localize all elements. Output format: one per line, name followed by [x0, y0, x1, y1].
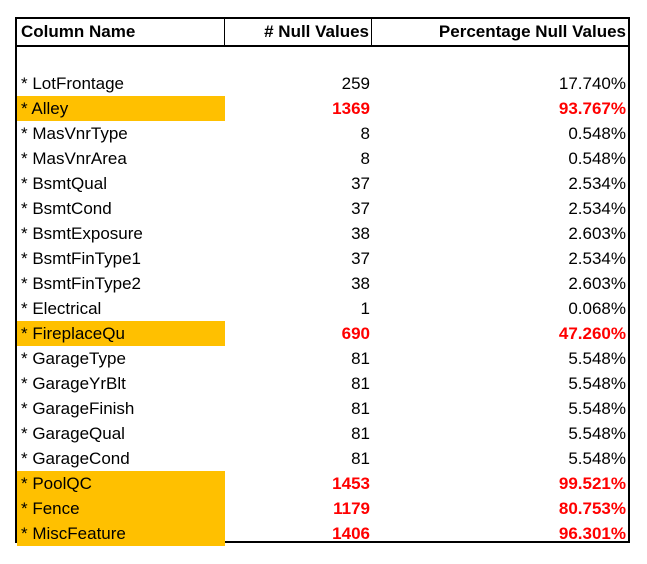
cell-column-name[interactable]: * BsmtQual — [21, 174, 107, 193]
cell-null-percentage[interactable]: 2.534% — [568, 174, 626, 193]
cell-null-percentage[interactable]: 0.548% — [568, 149, 626, 168]
cell-null-count[interactable]: 81 — [351, 349, 370, 368]
cell-null-percentage[interactable]: 5.548% — [568, 349, 626, 368]
cell-column-name[interactable]: * MiscFeature — [17, 521, 225, 546]
cell-column-name[interactable]: * Alley — [17, 96, 225, 121]
table-row: * Fence 1179 80.753% — [17, 496, 628, 521]
cell-column-name[interactable]: * BsmtFinType2 — [21, 274, 141, 293]
cell-null-count[interactable]: 259 — [341, 74, 370, 93]
table-row: * BsmtFinType1 37 2.534% — [17, 246, 628, 271]
cell-null-percentage[interactable]: 0.068% — [568, 299, 626, 318]
cell-null-count[interactable]: 1406 — [332, 524, 370, 543]
cell-null-count[interactable]: 690 — [341, 324, 370, 343]
cell-null-count[interactable]: 81 — [351, 374, 370, 393]
cell-null-percentage[interactable]: 5.548% — [568, 374, 626, 393]
table-row: * Alley 1369 93.767% — [17, 96, 628, 121]
cell-null-percentage[interactable]: 2.534% — [568, 249, 626, 268]
table-row: * PoolQC 1453 99.521% — [17, 471, 628, 496]
cell-null-count[interactable]: 37 — [351, 174, 370, 193]
cell-null-count[interactable]: 37 — [351, 249, 370, 268]
cell-column-name[interactable]: * MasVnrType — [21, 124, 128, 143]
cell-null-count[interactable]: 1453 — [332, 474, 370, 493]
table-row: * GarageFinish 81 5.548% — [17, 396, 628, 421]
cell-null-percentage[interactable]: 99.521% — [558, 474, 626, 493]
table-row: * MasVnrType 8 0.548% — [17, 121, 628, 146]
cell-column-name[interactable]: * GarageType — [21, 349, 126, 368]
cell-null-percentage[interactable]: 5.548% — [568, 424, 626, 443]
table-row: * BsmtQual 37 2.534% — [17, 171, 628, 196]
cell-null-percentage[interactable]: 93.767% — [558, 99, 626, 118]
table-row: * MiscFeature 1406 96.301% — [17, 521, 628, 546]
cell-null-count[interactable]: 81 — [351, 449, 370, 468]
cell-null-count[interactable]: 8 — [360, 124, 370, 143]
cell-column-name[interactable]: * BsmtCond — [21, 199, 112, 218]
table-row: * GarageType 81 5.548% — [17, 346, 628, 371]
cell-column-name[interactable]: * BsmtExposure — [21, 224, 143, 243]
header-column-name[interactable]: Column Name — [17, 19, 225, 45]
cell-column-name[interactable]: * Fence — [17, 496, 225, 521]
cell-null-percentage[interactable]: 2.603% — [568, 274, 626, 293]
cell-null-count[interactable]: 1 — [360, 299, 370, 318]
table-row: * GarageCond 81 5.548% — [17, 446, 628, 471]
cell-column-name[interactable]: * GarageCond — [21, 449, 130, 468]
table-row: * MasVnrArea 8 0.548% — [17, 146, 628, 171]
cell-column-name[interactable]: * MasVnrArea — [21, 149, 127, 168]
header-null-percentage[interactable]: Percentage Null Values — [438, 22, 626, 41]
cell-column-name[interactable]: * PoolQC — [17, 471, 225, 496]
cell-null-count[interactable]: 81 — [351, 424, 370, 443]
cell-column-name[interactable]: * GarageYrBlt — [21, 374, 126, 393]
cell-null-percentage[interactable]: 2.603% — [568, 224, 626, 243]
cell-null-count[interactable]: 38 — [351, 224, 370, 243]
cell-null-count[interactable]: 8 — [360, 149, 370, 168]
cell-null-count[interactable]: 81 — [351, 399, 370, 418]
cell-null-percentage[interactable]: 0.548% — [568, 124, 626, 143]
cell-null-percentage[interactable]: 5.548% — [568, 449, 626, 468]
cell-null-percentage[interactable]: 2.534% — [568, 199, 626, 218]
table-row: * BsmtExposure 38 2.603% — [17, 221, 628, 246]
table-row: * Electrical 1 0.068% — [17, 296, 628, 321]
table-header: Column Name # Null Values Percentage Nul… — [17, 19, 628, 47]
table-row: * BsmtFinType2 38 2.603% — [17, 271, 628, 296]
cell-column-name[interactable]: * GarageFinish — [21, 399, 135, 418]
cell-column-name[interactable]: * FireplaceQu — [17, 321, 225, 346]
cell-null-count[interactable]: 38 — [351, 274, 370, 293]
cell-null-percentage[interactable]: 96.301% — [558, 524, 626, 543]
cell-column-name[interactable]: * Electrical — [21, 299, 102, 318]
cell-null-percentage[interactable]: 80.753% — [558, 499, 626, 518]
table-row: * FireplaceQu 690 47.260% — [17, 321, 628, 346]
table-row: * GarageQual 81 5.548% — [17, 421, 628, 446]
header-null-count[interactable]: # Null Values — [225, 19, 372, 45]
cell-null-percentage[interactable]: 5.548% — [568, 399, 626, 418]
cell-null-count[interactable]: 37 — [351, 199, 370, 218]
cell-null-count[interactable]: 1179 — [333, 499, 370, 518]
cell-null-percentage[interactable]: 47.260% — [558, 324, 626, 343]
cell-column-name[interactable]: * LotFrontage — [21, 74, 125, 93]
cell-null-count[interactable]: 1369 — [332, 99, 370, 118]
table-row: * GarageYrBlt 81 5.548% — [17, 371, 628, 396]
table-row: * LotFrontage 259 17.740% — [17, 71, 628, 96]
cell-column-name[interactable]: * GarageQual — [21, 424, 125, 443]
table-body: * LotFrontage 259 17.740% * Alley 1369 93.767… — [17, 71, 628, 546]
table-row: * BsmtCond 37 2.534% — [17, 196, 628, 221]
cell-column-name[interactable]: * BsmtFinType1 — [21, 249, 141, 268]
cell-null-percentage[interactable]: 17.740% — [558, 74, 626, 93]
null-values-table: Column Name # Null Values Percentage Nul… — [15, 17, 630, 546]
